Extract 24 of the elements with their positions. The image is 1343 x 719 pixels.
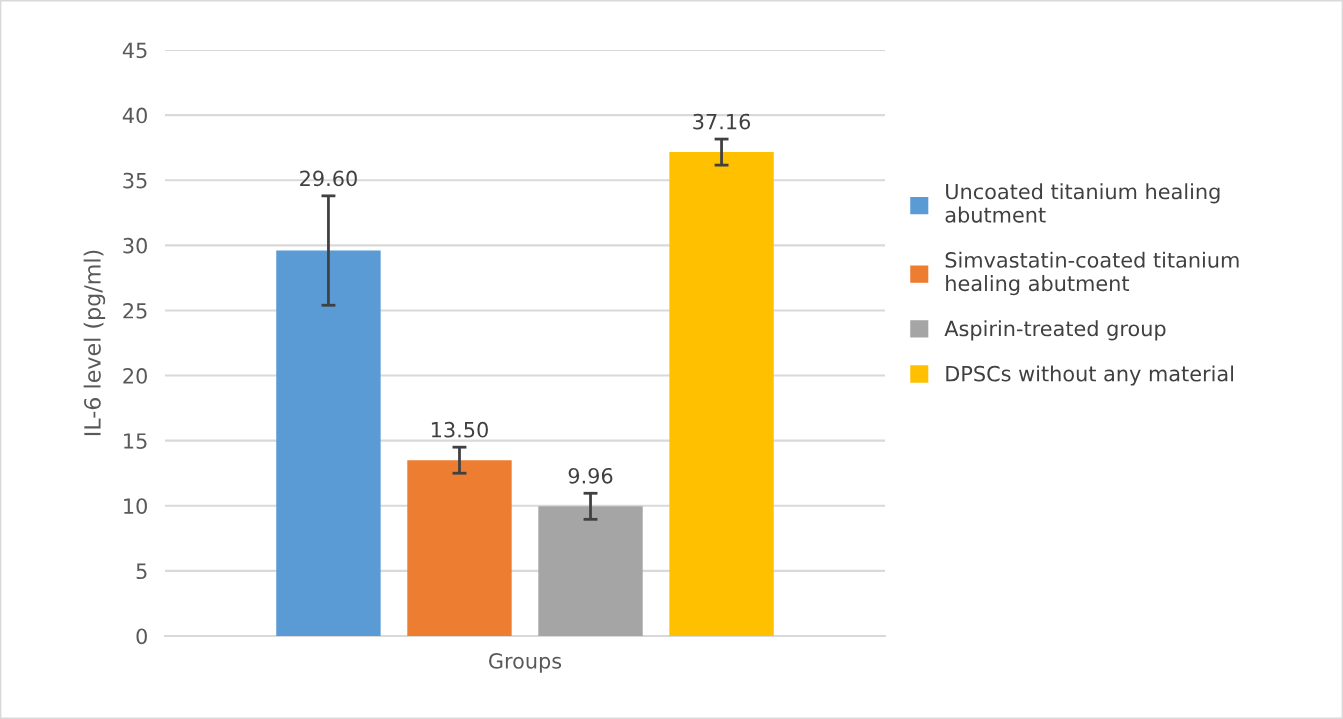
bar xyxy=(669,152,774,636)
y-tick-label: 10 xyxy=(124,498,147,514)
bar xyxy=(538,506,643,636)
y-tick-label: 35 xyxy=(123,172,147,189)
y-tick-label: 20 xyxy=(123,368,147,384)
data-label: 9.96 xyxy=(568,467,613,484)
data-label: 29.60 xyxy=(300,170,357,187)
bar xyxy=(276,250,381,636)
legend-label: Aspirin-treated group xyxy=(944,320,1166,341)
legend-label: Uncoated titanium healing abutment xyxy=(945,183,1220,223)
y-tick-label: 25 xyxy=(123,302,147,319)
bar xyxy=(407,460,512,636)
y-tick-label: 30 xyxy=(123,237,147,254)
y-tick-label: 0 xyxy=(136,628,147,645)
y-axis-title: IL-6 level (pg/ml) xyxy=(83,250,106,436)
y-tick-label: 45 xyxy=(122,42,147,59)
data-label: 37.16 xyxy=(693,113,751,130)
legend-label: DPSCs without any material xyxy=(946,365,1233,386)
y-tick-label: 40 xyxy=(122,107,147,124)
y-tick-label: 15 xyxy=(124,433,147,449)
y-tick-label: 5 xyxy=(136,563,147,580)
data-label: 13.50 xyxy=(431,421,488,438)
legend-label: Simvastatin-coated titanium healing abutment xyxy=(945,251,1239,296)
x-tick-label: Groups xyxy=(489,653,562,673)
